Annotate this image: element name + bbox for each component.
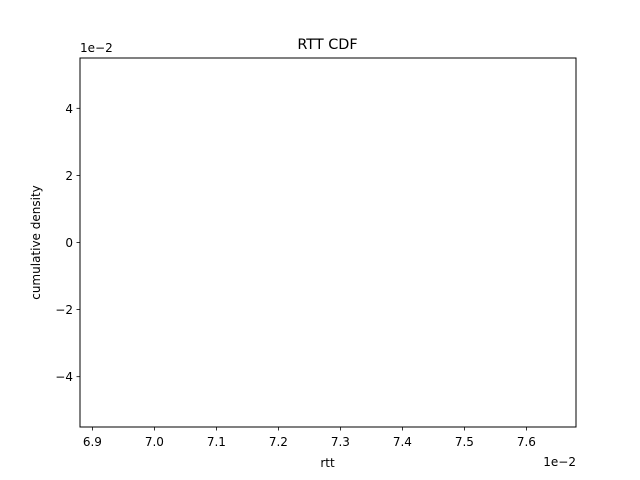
y-axis-ticks: −4 −2 0 2 4 [55,102,80,384]
x-axis-ticks: 6.9 7.0 7.1 7.2 7.3 7.4 7.5 7.6 [83,427,536,449]
y-tick-label: 2 [65,169,73,183]
x-tick-label: 7.3 [331,435,350,449]
x-tick-label: 7.4 [393,435,412,449]
y-tick-label: −2 [55,303,73,317]
x-tick-label: 7.5 [455,435,474,449]
x-tick-label: 7.0 [145,435,164,449]
y-tick-label: −4 [55,370,73,384]
x-tick-label: 6.9 [83,435,102,449]
x-tick-label: 7.1 [207,435,226,449]
x-axis-label: rtt [320,456,335,470]
y-axis-offset-label: 1e−2 [80,41,113,55]
x-tick-label: 7.2 [269,435,288,449]
x-tick-label: 7.6 [517,435,536,449]
y-tick-label: 4 [65,102,73,116]
y-tick-label: 0 [65,236,73,250]
plot-area [79,57,577,428]
chart-title: RTT CDF [297,37,357,53]
x-axis-offset-label: 1e−2 [543,455,576,469]
y-axis-label: cumulative density [29,185,43,300]
